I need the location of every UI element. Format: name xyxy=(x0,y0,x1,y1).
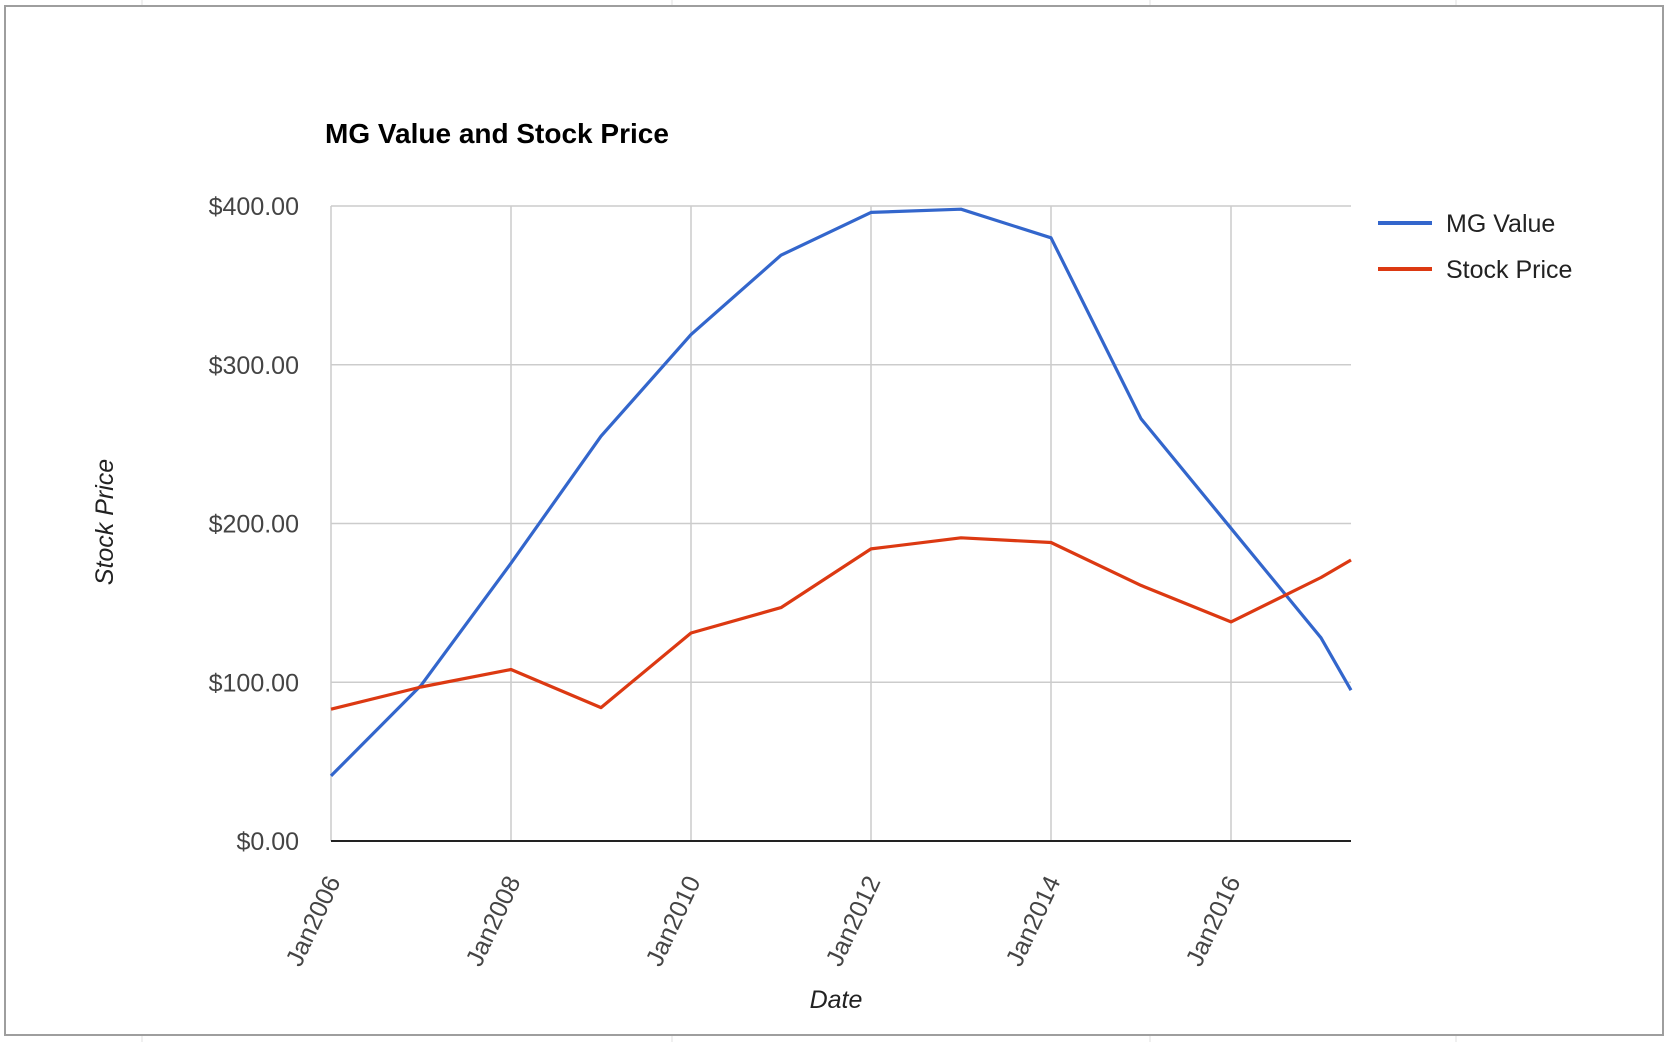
series-line-stock-price xyxy=(330,536,1352,711)
legend-label: MG Value xyxy=(1446,210,1555,238)
y-tick-label: $100.00 xyxy=(209,669,299,697)
legend-label: Stock Price xyxy=(1446,256,1572,284)
line-chart: $0.00 $100.00 $200.00 $300.00 $400.00 Jan200… xyxy=(91,118,1572,1014)
legend: MG Value Stock Price xyxy=(1378,210,1572,284)
series-lines xyxy=(329,207,1353,778)
y-tick-label: $400.00 xyxy=(209,193,299,221)
x-tick-label: Jan2008 xyxy=(461,872,527,971)
gridlines xyxy=(330,205,1351,841)
chart-container[interactable]: $0.00 $100.00 $200.00 $300.00 $400.00 Jan200… xyxy=(4,5,1664,1036)
y-axis-title: Stock Price xyxy=(91,459,119,585)
x-tick-label: Jan2014 xyxy=(1001,872,1067,971)
x-axis-title: Date xyxy=(810,986,863,1014)
chart-title: MG Value and Stock Price xyxy=(325,118,669,149)
y-tick-label: $200.00 xyxy=(209,511,299,539)
series-line-mg-value xyxy=(329,207,1353,778)
x-tick-label: Jan2010 xyxy=(641,872,707,971)
x-tick-label: Jan2016 xyxy=(1181,872,1247,971)
x-tick-label: Jan2006 xyxy=(281,872,347,971)
x-tick-label: Jan2012 xyxy=(821,872,887,971)
y-tick-label: $0.00 xyxy=(236,828,299,856)
y-tick-label: $300.00 xyxy=(209,352,299,380)
x-axis-tick-labels: Jan2006 Jan2008 Jan2010 Jan2012 Jan2014 Jan20… xyxy=(281,872,1247,971)
y-axis-tick-labels: $0.00 $100.00 $200.00 $300.00 $400.00 xyxy=(209,193,299,856)
